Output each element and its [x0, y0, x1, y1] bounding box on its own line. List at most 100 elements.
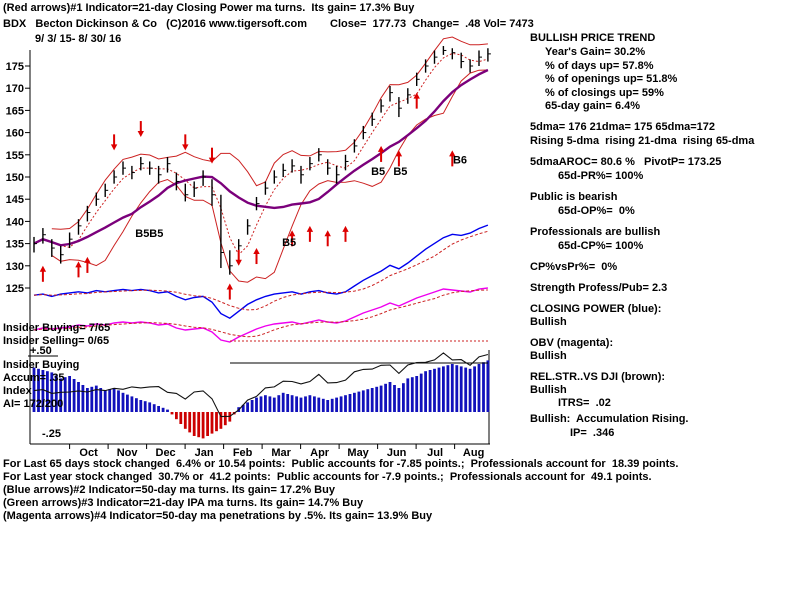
month-label: Aug	[463, 447, 484, 459]
footer-65day-summary: For Last 65 days stock changed 6.4% or 1…	[3, 458, 679, 470]
down-arrow-icon	[208, 157, 216, 164]
plus-level-label: +.50	[30, 345, 52, 357]
up-arrow-icon	[39, 265, 47, 272]
ma-main	[33, 68, 489, 247]
rel-strength-line	[33, 352, 489, 418]
up-arrow-icon	[306, 225, 314, 232]
up-arrow-icon	[288, 230, 296, 237]
obv-status: Bullish	[530, 350, 567, 362]
professionals-status: Professionals are bullish	[530, 226, 661, 238]
up-arrow-icon	[377, 145, 385, 152]
buy-label: B5	[282, 237, 296, 249]
month-label: Apr	[310, 447, 330, 459]
strength-ratio: Strength Profess/Pub= 2.3	[530, 282, 668, 294]
down-arrow-icon	[137, 131, 144, 138]
month-label: Oct	[79, 447, 98, 459]
insider-buying-label: Insider Buying	[3, 359, 80, 371]
accum-histogram	[32, 340, 490, 439]
month-label: Dec	[156, 447, 176, 459]
y-tick-label: 135	[6, 239, 24, 251]
y-tick-label: 165	[6, 105, 24, 117]
relstr-status: Bullish	[530, 384, 567, 396]
up-arrow-icon	[84, 256, 91, 263]
down-arrow-icon	[235, 259, 242, 266]
up-arrow-icon	[253, 248, 260, 255]
symbol-title: BDX Becton Dickinson & Co (C)2016 www.ti…	[3, 18, 307, 30]
y-tick-label: 150	[6, 172, 24, 184]
down-arrow-icon	[182, 144, 189, 151]
ip-value: IP= .346	[570, 427, 615, 439]
y-tick-label: 125	[6, 283, 24, 295]
indicator1-line: (Red arrows)#1 Indicator=21-day Closing …	[3, 2, 415, 14]
up-arrow-icon	[75, 261, 82, 268]
aroc-pivot: 5dmaAROC= 80.6 % PivotP= 173.25	[530, 156, 722, 168]
accum-label: Accum= .35	[3, 372, 65, 384]
month-label: Feb	[233, 447, 253, 459]
obv-line	[33, 287, 488, 343]
minus-level-label: -.25	[42, 428, 61, 440]
up-arrow-icon	[413, 92, 420, 99]
y-tick-label: 160	[6, 128, 24, 140]
op-percent: 65d-OP%= 0%	[558, 205, 635, 217]
days-up: % of days up= 57.8%	[545, 60, 654, 72]
up-arrow-icon	[342, 225, 349, 232]
month-label: Mar	[271, 447, 291, 459]
relstr-title: REL.STR..VS DJI (brown):	[530, 371, 666, 383]
buy-label: B5	[371, 166, 385, 178]
quote-line: Close= 177.73 Change= .48 Vol= 7473	[330, 18, 534, 30]
insider-buying-count: Insider Buying= 7/65	[3, 322, 111, 334]
y-tick-label: 130	[6, 261, 24, 273]
up-arrow-icon	[226, 283, 233, 290]
up-arrow-icon	[449, 150, 456, 157]
y-tick-label: 145	[6, 194, 24, 206]
footer-year-summary: For Last year stock changed 30.7% or 41.…	[3, 471, 652, 483]
obv-ma	[33, 289, 488, 338]
dma-rising: Rising 5-dma rising 21-dma rising 65-dma	[530, 135, 755, 147]
y-tick-label: 170	[6, 83, 24, 95]
cp-percent: 65d-CP%= 100%	[558, 240, 644, 252]
up-arrow-icon	[395, 150, 403, 157]
openings-up: % of openings up= 51.8%	[545, 73, 678, 85]
itrs-value: ITRS= .02	[558, 397, 611, 409]
buy-label: B6	[453, 155, 467, 167]
closing-power-line	[33, 224, 489, 320]
closing-power-ma	[33, 230, 489, 311]
price-bands	[51, 36, 488, 283]
ai-value: AI= 172/200	[3, 398, 64, 410]
buy-label: B5B5	[135, 228, 163, 240]
trend-title: BULLISH PRICE TREND	[530, 32, 656, 44]
closing-power-status: Bullish	[530, 316, 567, 328]
month-label: May	[347, 447, 369, 459]
accumulation-status: Bullish: Accumulation Rising.	[530, 413, 689, 425]
indicator3-line: (Green arrows)#3 Indicator=21-day IPA ma…	[3, 497, 364, 509]
month-label: Jan	[195, 447, 214, 459]
closing-power-title: CLOSING POWER (blue):	[530, 303, 662, 315]
y-axis-labels: 175 170 165 160 155 150 145 140 135 130 125	[6, 61, 24, 295]
cp-vs-pr: CP%vsPr%= 0%	[530, 261, 618, 273]
dma-values: 5dma= 176 21dma= 175 65dma=172	[530, 121, 715, 133]
x-axis-months: Oct Nov Dec Jan Feb Mar Apr May Jun Jul Aug	[69, 444, 484, 459]
index-label: Index	[3, 385, 32, 397]
ma-dotted	[33, 52, 489, 256]
obv-title: OBV (magenta):	[530, 337, 614, 349]
y-tick-label: 155	[6, 150, 24, 162]
indicator2-line: (Blue arrows)#2 Indicator=50-day ma turn…	[3, 484, 335, 496]
closings-up: % of closings up= 59%	[545, 87, 664, 99]
y-tick-label: 175	[6, 61, 24, 73]
date-range: 9/ 3/ 15- 8/ 30/ 16	[35, 33, 122, 45]
month-label: Nov	[117, 447, 139, 459]
indicator4-line: (Magenta arrows)#4 Indicator=50-day ma p…	[3, 510, 433, 522]
insider-selling-count: Insider Selling= 0/65	[3, 335, 110, 347]
month-label: Jul	[427, 447, 443, 459]
public-status: Public is bearish	[530, 191, 618, 203]
month-label: Jun	[387, 447, 407, 459]
y-tick-label: 140	[6, 216, 24, 228]
gain-65day: 65-day gain= 6.4%	[545, 100, 641, 112]
pr-percent: 65d-PR%= 100%	[558, 170, 644, 182]
signal-arrows	[39, 92, 456, 300]
years-gain: Year's Gain= 30.2%	[545, 46, 646, 58]
buy-label: B5	[393, 166, 407, 178]
